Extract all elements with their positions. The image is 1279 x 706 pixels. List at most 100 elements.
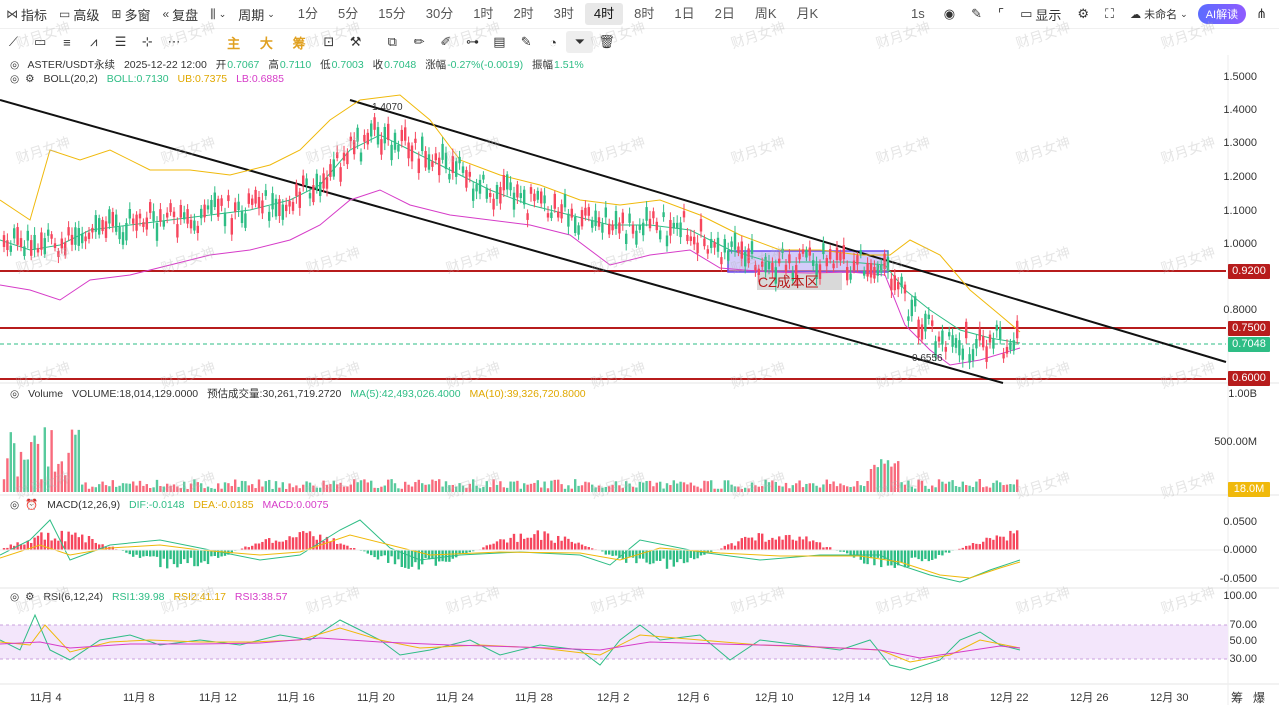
candle-body [669,220,671,236]
volume-bar [152,487,154,492]
macd-bar [894,550,896,568]
candle-body [112,212,114,226]
volume-bar [309,483,311,492]
macd-bar [683,550,685,563]
candle-body [894,275,896,290]
price-axis-label: 1.5000 [1223,71,1257,83]
candle-body [975,339,977,348]
macd-bar [581,545,583,550]
volume-bar [200,483,202,492]
candle-body [965,322,967,338]
candle-body [397,145,399,152]
volume-bar [955,486,957,492]
candle-body [190,220,192,228]
volume-bar [448,485,450,492]
volume-bar [849,487,851,492]
volume-bar [428,484,430,492]
macd-bar [560,541,562,550]
candle-body [710,239,712,248]
volume-bar [662,489,664,492]
volume-bar [268,480,270,492]
candle-body [452,156,454,173]
candle-body [1002,353,1004,358]
time-axis-label: 11月 24 [436,689,474,705]
macd-bar [761,534,763,550]
candle-body [526,213,528,220]
volume-bar [387,480,389,492]
candle-body [768,261,770,269]
macd-bar [61,531,63,550]
volume-bar [690,483,692,492]
candle-body [588,207,590,216]
candle-body [370,124,372,137]
candle-body [387,124,389,140]
candle-body [152,211,154,221]
candle-body [713,242,715,247]
volume-bar [611,485,613,492]
volume-bar [608,486,610,492]
volume-bar [356,482,358,492]
chip-button[interactable]: 筹 [1231,689,1243,706]
liquidation-button[interactable]: 爆 [1253,689,1265,706]
volume-bar [339,483,341,492]
volume-bar [207,487,209,492]
macd-bar [751,537,753,550]
macd-bar [1009,531,1011,550]
volume-bar [829,484,831,492]
macd-bar [744,537,746,550]
macd-bar [367,550,369,554]
macd-bar [207,550,209,564]
macd-bar [190,550,192,558]
candle-body [809,248,811,256]
candle-body [798,254,800,260]
volume-bar [887,460,889,492]
candle-body [547,213,549,217]
volume-bar [785,483,787,492]
macd-bar [67,532,69,550]
candle-body [479,180,481,194]
candle-body [268,212,270,221]
candle-body [339,167,341,182]
volume-bar [166,484,168,492]
volume-bar [924,486,926,492]
volume-bar [696,487,698,492]
channel-lower-line[interactable] [0,100,1003,383]
macd-bar [788,535,790,550]
volume-bar [717,489,719,492]
time-axis-label: 11月 28 [515,689,553,705]
macd-bar [972,543,974,550]
macd-bar [370,550,372,555]
volume-bar [921,481,923,492]
volume-axis-label: 500.00M [1214,436,1257,448]
price-tag-0750: 0.7500 [1228,321,1270,336]
volume-bar [414,482,416,492]
volume-bar [989,488,991,492]
macd-bar [384,550,386,555]
candle-body [673,223,675,228]
candle-body [996,325,998,331]
candle-body [860,250,862,254]
candlestick-series[interactable] [3,113,1019,369]
volume-bar [788,488,790,492]
volume-bar [605,487,607,492]
candle-body [866,263,868,277]
volume-bar [234,480,236,492]
volume-bar [962,482,964,492]
macd-bar [554,543,556,550]
volume-bar [149,488,151,492]
candle-body [873,267,875,279]
macd-bar [934,550,936,559]
volume-bar [979,479,981,492]
volume-bar [526,485,528,492]
candle-body [132,219,134,224]
candle-body [917,320,919,338]
macd-bar [346,546,348,550]
macd-bar [917,550,919,559]
candle-body [727,250,729,260]
candle-body [802,249,804,253]
candle-body [401,130,403,141]
macd-bar [285,540,287,550]
volume-bar [645,481,647,492]
macd-bar [914,550,916,557]
